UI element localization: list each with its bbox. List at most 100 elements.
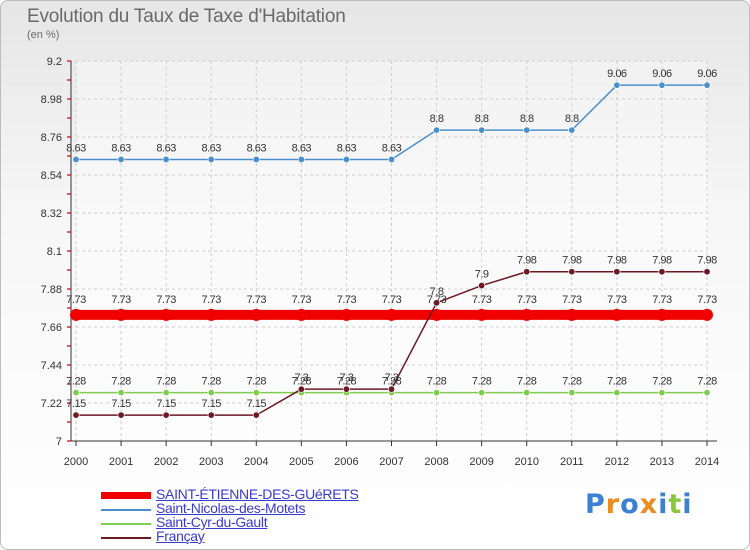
x-tick-label: 2014	[695, 456, 719, 468]
data-point-fran-ay	[703, 268, 711, 276]
data-label-saint-nicolas-des-motets: 8.8	[430, 113, 444, 125]
data-point-saint-tienne-des-gu-rets	[160, 308, 173, 321]
data-label-fran-ay: 7.98	[517, 255, 537, 267]
x-tick-label: 2000	[64, 456, 88, 468]
data-point-fran-ay	[478, 282, 486, 290]
data-label-saint-cyr-du-gault: 7.28	[111, 376, 131, 388]
brand-logo: Proxiti	[585, 489, 693, 520]
data-label-fran-ay: 7.98	[607, 255, 627, 267]
data-point-saint-cyr-du-gault	[117, 389, 125, 397]
data-label-saint-nicolas-des-motets: 8.63	[156, 142, 176, 154]
data-label-saint-cyr-du-gault: 7.28	[652, 376, 672, 388]
y-tick-label: 7.88	[41, 284, 62, 296]
data-label-saint-nicolas-des-motets: 8.63	[382, 142, 402, 154]
data-label-saint-tienne-des-gu-rets: 7.73	[472, 294, 492, 306]
y-tick-label: 7.66	[41, 322, 62, 334]
x-tick-label: 2006	[334, 456, 358, 468]
data-label-saint-nicolas-des-motets: 8.63	[66, 142, 86, 154]
data-label-saint-nicolas-des-motets: 8.8	[565, 113, 579, 125]
x-tick-label: 2011	[560, 456, 584, 468]
data-label-saint-tienne-des-gu-rets: 7.73	[427, 294, 447, 306]
data-point-fran-ay	[387, 385, 395, 393]
data-label-saint-tienne-des-gu-rets: 7.73	[202, 294, 222, 306]
data-label-saint-nicolas-des-motets: 8.63	[247, 142, 267, 154]
legend-label: SAINT-ÉTIENNE-DES-GUéRETS	[156, 486, 359, 502]
x-tick-label: 2012	[605, 456, 629, 468]
data-label-saint-tienne-des-gu-rets: 7.73	[156, 294, 176, 306]
data-label-saint-nicolas-des-motets: 8.63	[202, 142, 222, 154]
legend-swatch	[101, 492, 151, 499]
data-label-saint-nicolas-des-motets: 8.63	[111, 142, 131, 154]
legend-label: Saint-Cyr-du-Gault	[156, 514, 268, 530]
data-label-saint-tienne-des-gu-rets: 7.73	[337, 294, 357, 306]
data-label-fran-ay: 7.98	[562, 255, 582, 267]
legend-swatch	[101, 509, 151, 511]
data-point-fran-ay	[252, 411, 260, 419]
data-label-saint-cyr-du-gault: 7.28	[202, 376, 222, 388]
y-tick-label: 9.2	[47, 56, 62, 68]
data-point-saint-cyr-du-gault	[207, 389, 215, 397]
data-point-saint-tienne-des-gu-rets	[340, 308, 353, 321]
data-point-saint-nicolas-des-motets	[658, 81, 666, 89]
data-label-saint-nicolas-des-motets: 8.8	[475, 113, 489, 125]
data-point-saint-tienne-des-gu-rets	[115, 308, 128, 321]
data-point-saint-cyr-du-gault	[658, 389, 666, 397]
data-point-saint-nicolas-des-motets	[342, 155, 350, 163]
data-label-fran-ay: 7.15	[202, 398, 222, 410]
y-tick-label: 8.54	[41, 170, 62, 182]
data-point-fran-ay	[523, 268, 531, 276]
data-label-saint-tienne-des-gu-rets: 7.73	[607, 294, 627, 306]
data-label-saint-nicolas-des-motets: 8.63	[292, 142, 312, 154]
data-point-saint-cyr-du-gault	[433, 389, 441, 397]
data-label-saint-cyr-du-gault: 7.28	[472, 376, 492, 388]
data-label-fran-ay: 7.15	[111, 398, 131, 410]
data-label-saint-cyr-du-gault: 7.28	[66, 376, 86, 388]
data-point-fran-ay	[568, 268, 576, 276]
data-point-saint-cyr-du-gault	[703, 389, 711, 397]
data-point-saint-tienne-des-gu-rets	[430, 308, 443, 321]
legend-swatch	[101, 537, 151, 539]
data-point-fran-ay	[613, 268, 621, 276]
data-label-saint-nicolas-des-motets: 8.8	[520, 113, 534, 125]
data-point-fran-ay	[162, 411, 170, 419]
data-label-saint-cyr-du-gault: 7.28	[292, 376, 312, 388]
data-label-saint-nicolas-des-motets: 9.06	[697, 68, 717, 80]
data-label-saint-tienne-des-gu-rets: 7.73	[66, 294, 86, 306]
x-tick-label: 2013	[650, 456, 674, 468]
data-label-saint-tienne-des-gu-rets: 7.73	[652, 294, 672, 306]
data-label-saint-cyr-du-gault: 7.28	[697, 376, 717, 388]
data-label-fran-ay: 7.15	[247, 398, 267, 410]
data-point-saint-cyr-du-gault	[478, 389, 486, 397]
data-label-saint-tienne-des-gu-rets: 7.73	[111, 294, 131, 306]
data-label-saint-tienne-des-gu-rets: 7.73	[517, 294, 537, 306]
y-tick-label: 8.98	[41, 94, 62, 106]
data-point-saint-nicolas-des-motets	[252, 155, 260, 163]
y-tick-label: 7.44	[41, 360, 62, 372]
data-label-saint-tienne-des-gu-rets: 7.73	[292, 294, 312, 306]
data-point-saint-cyr-du-gault	[162, 389, 170, 397]
x-tick-label: 2004	[244, 456, 268, 468]
legend-label: Françay	[156, 528, 205, 544]
data-label-saint-tienne-des-gu-rets: 7.73	[562, 294, 582, 306]
x-tick-label: 2010	[514, 456, 538, 468]
plot-area	[76, 61, 707, 441]
data-label-saint-cyr-du-gault: 7.28	[156, 376, 176, 388]
data-label-fran-ay: 7.98	[697, 255, 717, 267]
data-point-fran-ay	[207, 411, 215, 419]
legend-label: Saint-Nicolas-des-Motets	[156, 500, 306, 516]
data-point-saint-tienne-des-gu-rets	[295, 308, 308, 321]
chart-title: Evolution du Taux de Taxe d'Habitation	[27, 6, 346, 27]
data-label-saint-tienne-des-gu-rets: 7.73	[247, 294, 267, 306]
data-point-saint-tienne-des-gu-rets	[520, 308, 533, 321]
data-point-saint-tienne-des-gu-rets	[475, 308, 488, 321]
legend-swatch	[101, 523, 151, 525]
x-tick-label: 2005	[289, 456, 313, 468]
data-point-saint-cyr-du-gault	[613, 389, 621, 397]
data-point-saint-nicolas-des-motets	[117, 155, 125, 163]
y-tick-label: 8.32	[41, 208, 62, 220]
data-point-saint-tienne-des-gu-rets	[655, 308, 668, 321]
x-tick-label: 2003	[199, 456, 223, 468]
x-tick-label: 2001	[109, 456, 133, 468]
